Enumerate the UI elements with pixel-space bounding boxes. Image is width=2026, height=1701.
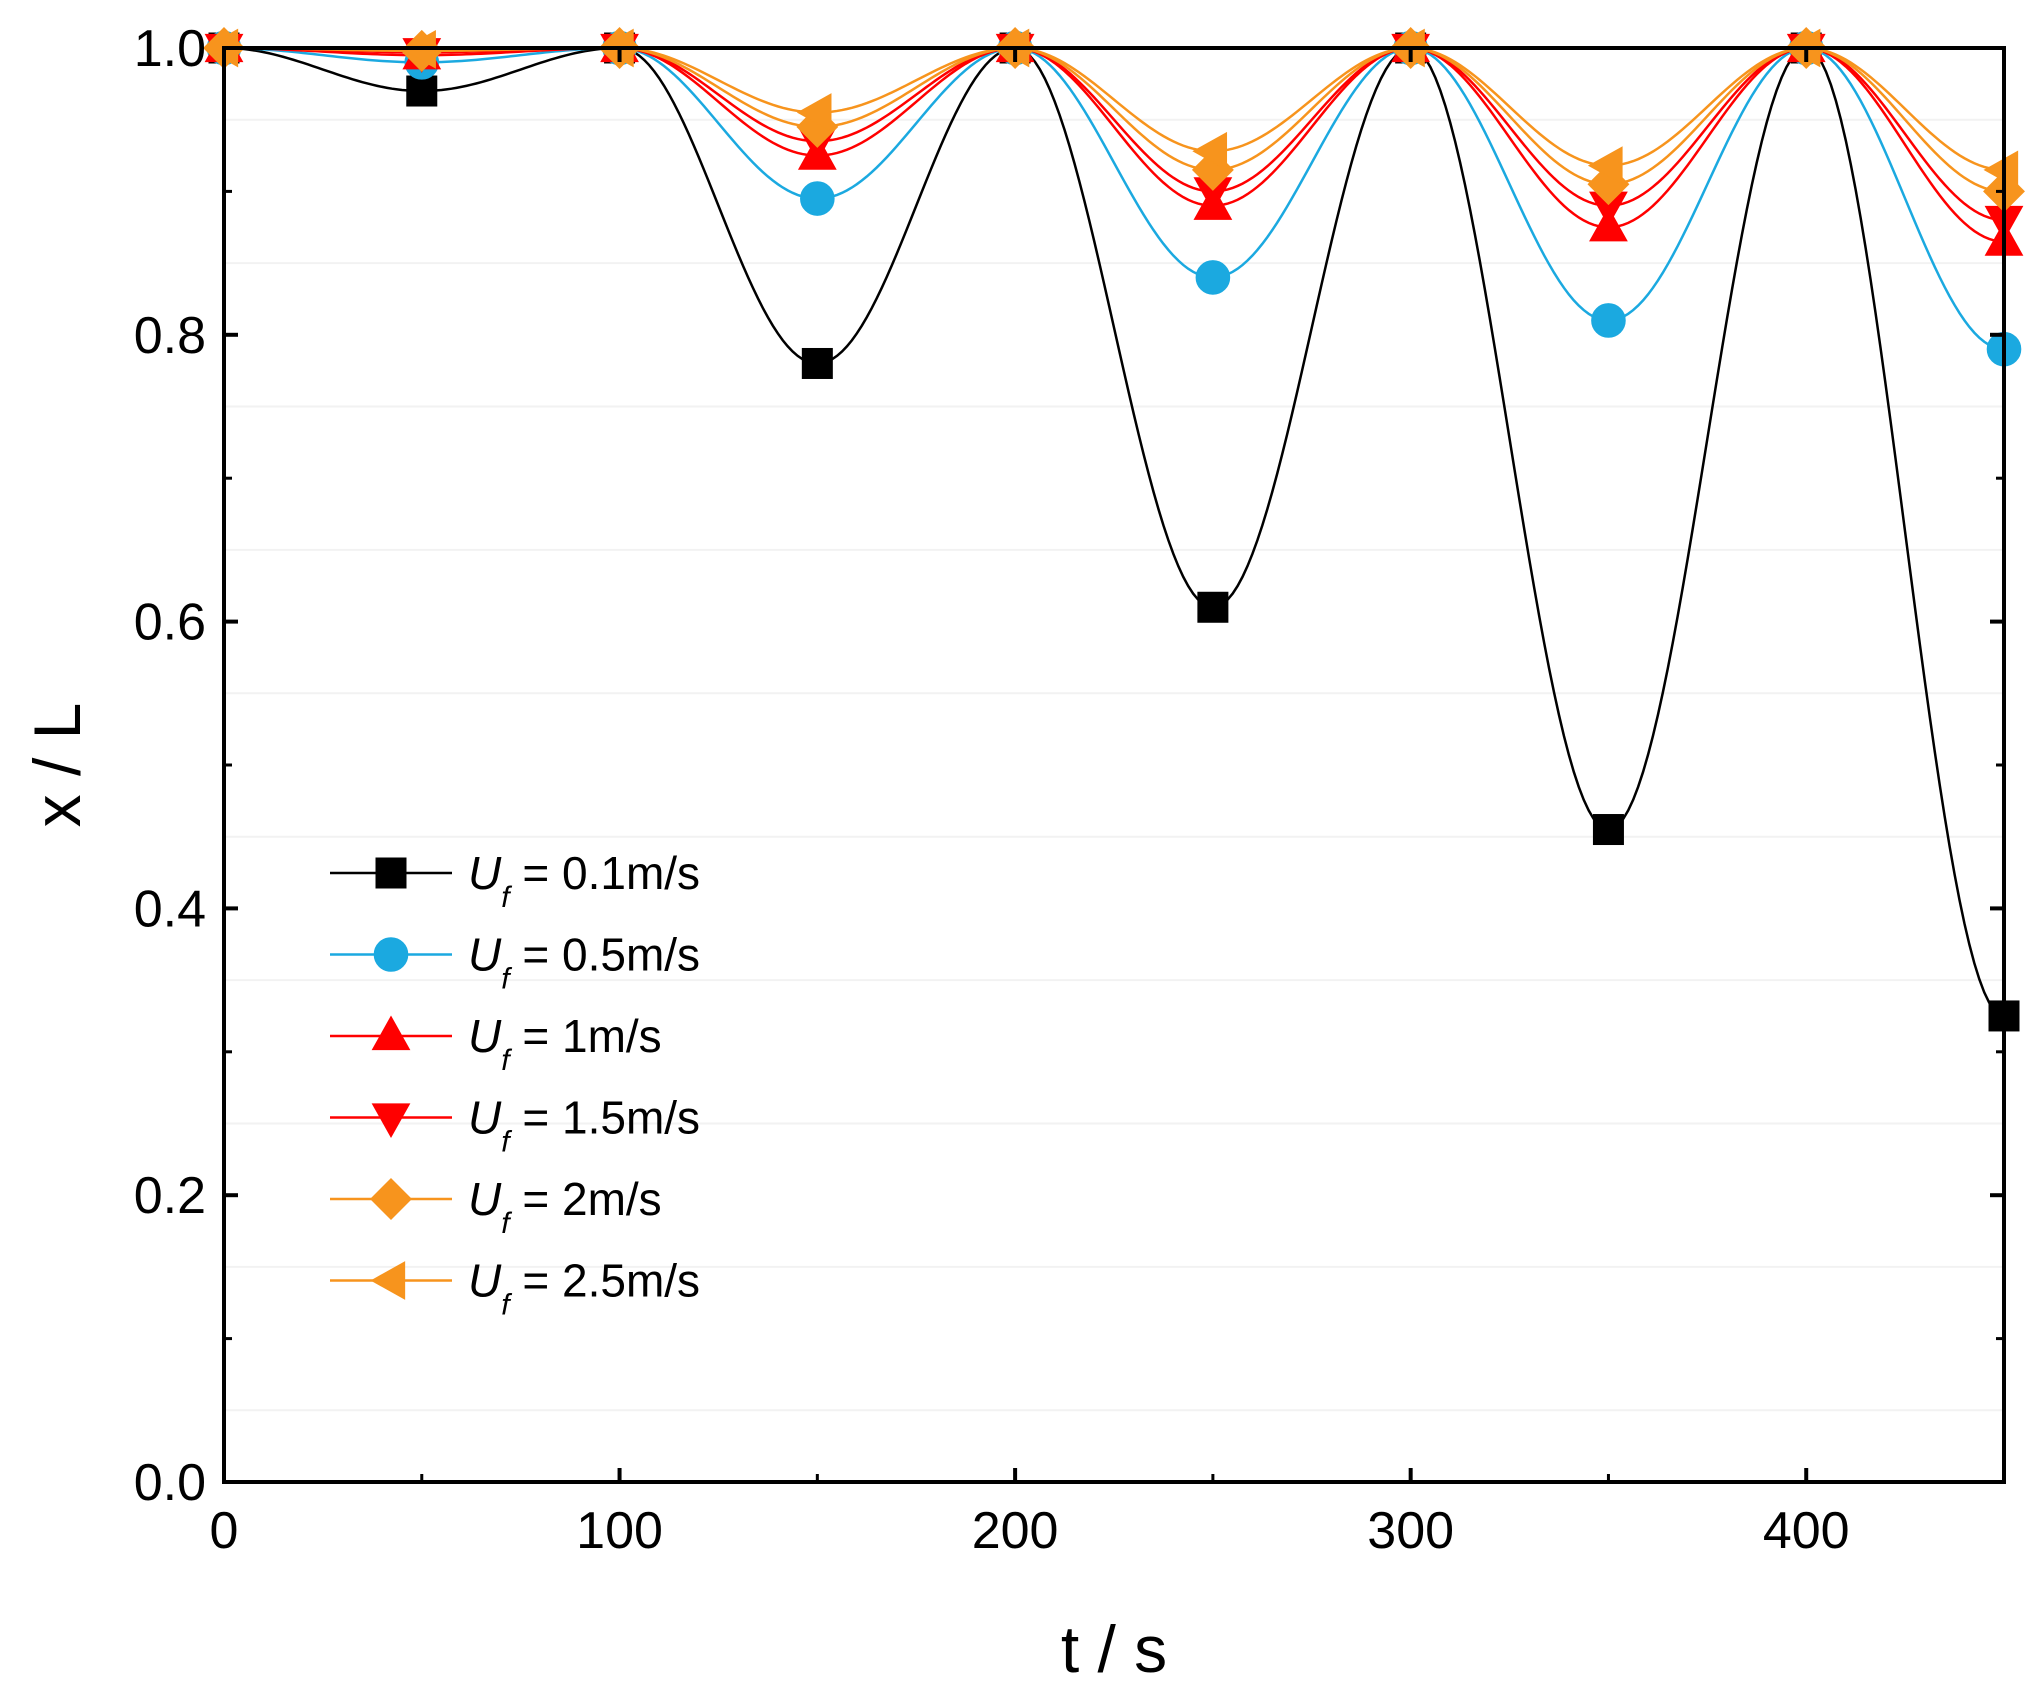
legend-item: Uf = 0.5m/s <box>330 929 700 996</box>
legend-subscript: f <box>501 1044 512 1077</box>
legend-value: = 0.5m/s <box>510 929 700 981</box>
legend-subscript: f <box>501 1126 512 1159</box>
x-tick-label: 400 <box>1763 1502 1850 1560</box>
data-point-5-7 <box>1587 146 1623 185</box>
data-point-5-9 <box>1983 150 2019 190</box>
series-line-2 <box>224 48 2004 243</box>
legend-item: Uf = 1.5m/s <box>330 1092 700 1159</box>
legend-label: Uf = 0.1m/s <box>468 847 700 914</box>
legend-value: = 1m/s <box>510 1010 662 1062</box>
y-tick-label: 0.2 <box>134 1167 206 1225</box>
data-point-5-5 <box>1192 131 1228 171</box>
legend-marker <box>370 1261 406 1300</box>
legend-item: Uf = 1m/s <box>330 1010 662 1077</box>
data-point-1-5 <box>1195 260 1231 295</box>
legend-marker <box>371 1015 411 1051</box>
legend-value: = 0.1m/s <box>510 847 700 899</box>
y-tick-label: 1.0 <box>134 20 206 78</box>
data-point-1-3 <box>800 181 835 216</box>
legend-subscript: f <box>501 963 512 996</box>
x-tick-label: 200 <box>972 1502 1059 1560</box>
y-tick-label: 0.8 <box>134 307 206 365</box>
grid-layer <box>224 118 2004 1412</box>
legend-value: = 2.5m/s <box>510 1255 700 1307</box>
legend-item: Uf = 2.5m/s <box>330 1255 700 1322</box>
series-layer <box>224 48 2004 1018</box>
data-point-0-5 <box>1197 591 1229 623</box>
data-point-0-3 <box>801 347 833 379</box>
x-tick-label: 300 <box>1367 1502 1454 1560</box>
legend-value: = 1.5m/s <box>510 1092 700 1144</box>
data-point-5-3 <box>796 93 832 132</box>
legend-symbol: U <box>468 1092 502 1144</box>
legend-symbol: U <box>468 1255 502 1307</box>
data-point-0-7 <box>1592 814 1624 846</box>
legend-symbol: U <box>468 847 502 899</box>
legend-symbol: U <box>468 929 502 981</box>
tick-layer: 0 100 200 300 400 0.0 0.2 0.4 0.6 0.8 1.0 <box>134 20 2004 1560</box>
series-line-3 <box>224 48 2004 222</box>
series-line-0 <box>224 48 2004 1018</box>
y-tick-label: 0.6 <box>134 594 206 652</box>
legend-label: Uf = 2.5m/s <box>468 1255 700 1322</box>
y-tick-label: 0.0 <box>134 1454 206 1512</box>
legend-marker <box>373 937 409 972</box>
legend-label: Uf = 0.5m/s <box>468 929 700 996</box>
legend-symbol: U <box>468 1010 502 1062</box>
marker-layer <box>203 27 2025 1032</box>
series-line-1 <box>224 48 2004 351</box>
x-axis-title: t / s <box>1061 1612 1167 1686</box>
legend-label: Uf = 1.5m/s <box>468 1092 700 1159</box>
legend-item: Uf = 0.1m/s <box>330 847 700 914</box>
legend-subscript: f <box>501 1289 512 1322</box>
legend-marker <box>371 1103 411 1139</box>
y-tick-label: 0.4 <box>134 880 206 938</box>
data-point-0-1 <box>406 75 438 107</box>
legend: Uf = 0.1m/sUf = 0.5m/sUf = 1m/sUf = 1.5m… <box>330 847 700 1322</box>
x-tick-label: 100 <box>576 1502 663 1560</box>
legend-label: Uf = 1m/s <box>468 1010 662 1077</box>
legend-symbol: U <box>468 1173 502 1225</box>
data-point-1-7 <box>1591 303 1626 338</box>
legend-marker <box>375 857 407 889</box>
legend-marker <box>370 1178 412 1220</box>
legend-value: = 2m/s <box>510 1173 662 1225</box>
legend-item: Uf = 2m/s <box>330 1173 662 1240</box>
legend-subscript: f <box>501 881 512 914</box>
y-axis-title: x / L <box>20 703 94 828</box>
legend-label: Uf = 2m/s <box>468 1173 662 1240</box>
x-tick-label: 0 <box>210 1502 239 1560</box>
legend-subscript: f <box>501 1207 512 1240</box>
